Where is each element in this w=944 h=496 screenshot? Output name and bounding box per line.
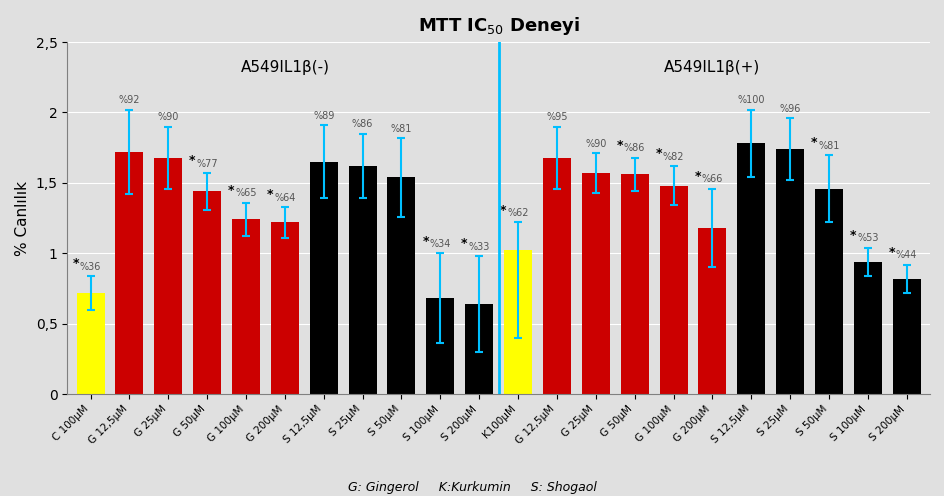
Bar (232, 220, 260, 394)
Bar (582, 173, 609, 394)
Text: *: * (266, 188, 273, 201)
Bar (853, 262, 881, 394)
Y-axis label: % Canlılık: % Canlılık (15, 181, 30, 255)
Text: %64: %64 (274, 192, 295, 202)
Text: %53: %53 (856, 234, 878, 244)
Bar (543, 158, 570, 394)
Text: *: * (887, 246, 894, 259)
Bar (698, 228, 726, 394)
Text: %89: %89 (312, 111, 334, 121)
Title: MTT IC$_{50}$ Deneyi: MTT IC$_{50}$ Deneyi (417, 15, 579, 37)
Text: %96: %96 (779, 104, 800, 114)
Text: %90: %90 (158, 113, 178, 123)
Bar (892, 279, 919, 394)
Bar (387, 177, 415, 394)
Text: G: Gingerol     K:Kurkumin     S: Shogaol: G: Gingerol K:Kurkumin S: Shogaol (347, 481, 597, 494)
Bar (659, 186, 687, 394)
Bar (76, 293, 105, 394)
Bar (154, 158, 182, 394)
Bar (464, 304, 493, 394)
Text: *: * (694, 170, 700, 183)
Text: *: * (499, 204, 506, 217)
Bar (775, 149, 803, 394)
Text: %34: %34 (430, 239, 450, 249)
Bar (310, 162, 337, 394)
Text: *: * (849, 229, 855, 242)
Bar (620, 175, 648, 394)
Text: A549IL1β(+): A549IL1β(+) (664, 60, 760, 75)
Text: %65: %65 (235, 188, 257, 198)
Bar (814, 188, 842, 394)
Bar (115, 152, 143, 394)
Text: %77: %77 (196, 159, 218, 169)
Text: %33: %33 (468, 242, 489, 252)
Text: %81: %81 (391, 124, 412, 133)
Text: *: * (189, 154, 195, 167)
Text: *: * (616, 139, 622, 152)
Text: *: * (461, 238, 467, 250)
Text: A549IL1β(-): A549IL1β(-) (240, 60, 329, 75)
Text: %100: %100 (736, 95, 765, 106)
Text: *: * (228, 184, 234, 197)
Bar (193, 191, 221, 394)
Bar (736, 143, 765, 394)
Bar (426, 298, 454, 394)
Text: %36: %36 (80, 261, 101, 272)
Text: %82: %82 (662, 152, 683, 162)
Text: *: * (655, 147, 662, 160)
Text: %90: %90 (584, 139, 606, 149)
Text: %92: %92 (119, 95, 140, 106)
Text: %66: %66 (701, 174, 722, 185)
Text: %86: %86 (351, 120, 373, 129)
Text: %95: %95 (546, 113, 567, 123)
Bar (348, 166, 377, 394)
Text: *: * (422, 235, 429, 248)
Bar (271, 222, 298, 394)
Text: %86: %86 (623, 143, 645, 153)
Text: %81: %81 (818, 140, 839, 150)
Text: %62: %62 (507, 208, 529, 218)
Text: *: * (73, 257, 79, 270)
Text: *: * (810, 136, 817, 149)
Text: %44: %44 (895, 250, 917, 260)
Bar (503, 250, 531, 394)
